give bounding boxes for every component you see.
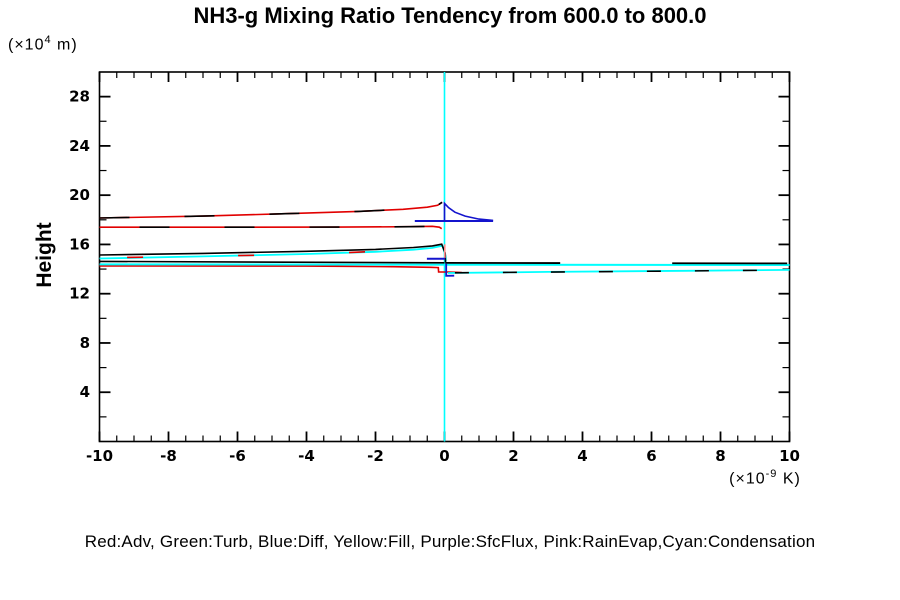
x-unit-suffix: K) [777,470,801,488]
legend-text: Red:Adv, Green:Turb, Blue:Diff, Yellow:F… [84,532,816,551]
y-tick-label: 12 [69,285,90,303]
y-tick-label: 4 [80,383,90,401]
y-unit-prefix: (×10 [8,36,45,54]
page-title: NH3-g Mixing Ratio Tendency from 600.0 t… [193,3,707,28]
x-tick-label: -4 [298,447,315,465]
y-axis-unit: (×104 m) [8,34,78,54]
series-turb-curve [99,243,447,263]
series-diff-spike [443,201,494,222]
series-adv-upper-overlay [99,201,443,219]
y-tick-label: 24 [69,137,90,155]
x-unit-prefix: (×10 [729,470,766,488]
y-unit-exponent: 4 [44,34,52,46]
y-tick-label: 28 [69,88,90,106]
x-tick-label: 6 [646,447,656,465]
series-adv-upper [99,201,443,219]
series-cond-horizontal [99,263,790,266]
y-tick-label: 8 [80,334,90,352]
x-tick-label: -8 [160,447,177,465]
x-tick-label: -10 [86,447,113,465]
series-rainevap-mid [99,265,462,274]
x-unit-exponent: -9 [765,468,778,480]
x-tick-label: 2 [508,447,518,465]
series-diff-negative [445,263,455,277]
x-tick-label: 0 [439,447,449,465]
series-cond-lower [447,269,790,274]
x-tick-label: 10 [779,447,800,465]
x-axis-unit: (×10-9 K) [640,468,890,488]
y-unit-suffix: m) [51,36,78,54]
y-tick-label: 16 [69,235,90,253]
series-net-right [445,261,790,265]
x-tick-label: 8 [715,447,725,465]
x-tick-label: -2 [367,447,384,465]
series-net-left [99,260,445,264]
x-tick-label: 4 [577,447,587,465]
x-tick-label: -6 [229,447,246,465]
y-tick-label: 20 [69,186,90,204]
series-cond-lower-overlay [454,269,790,274]
